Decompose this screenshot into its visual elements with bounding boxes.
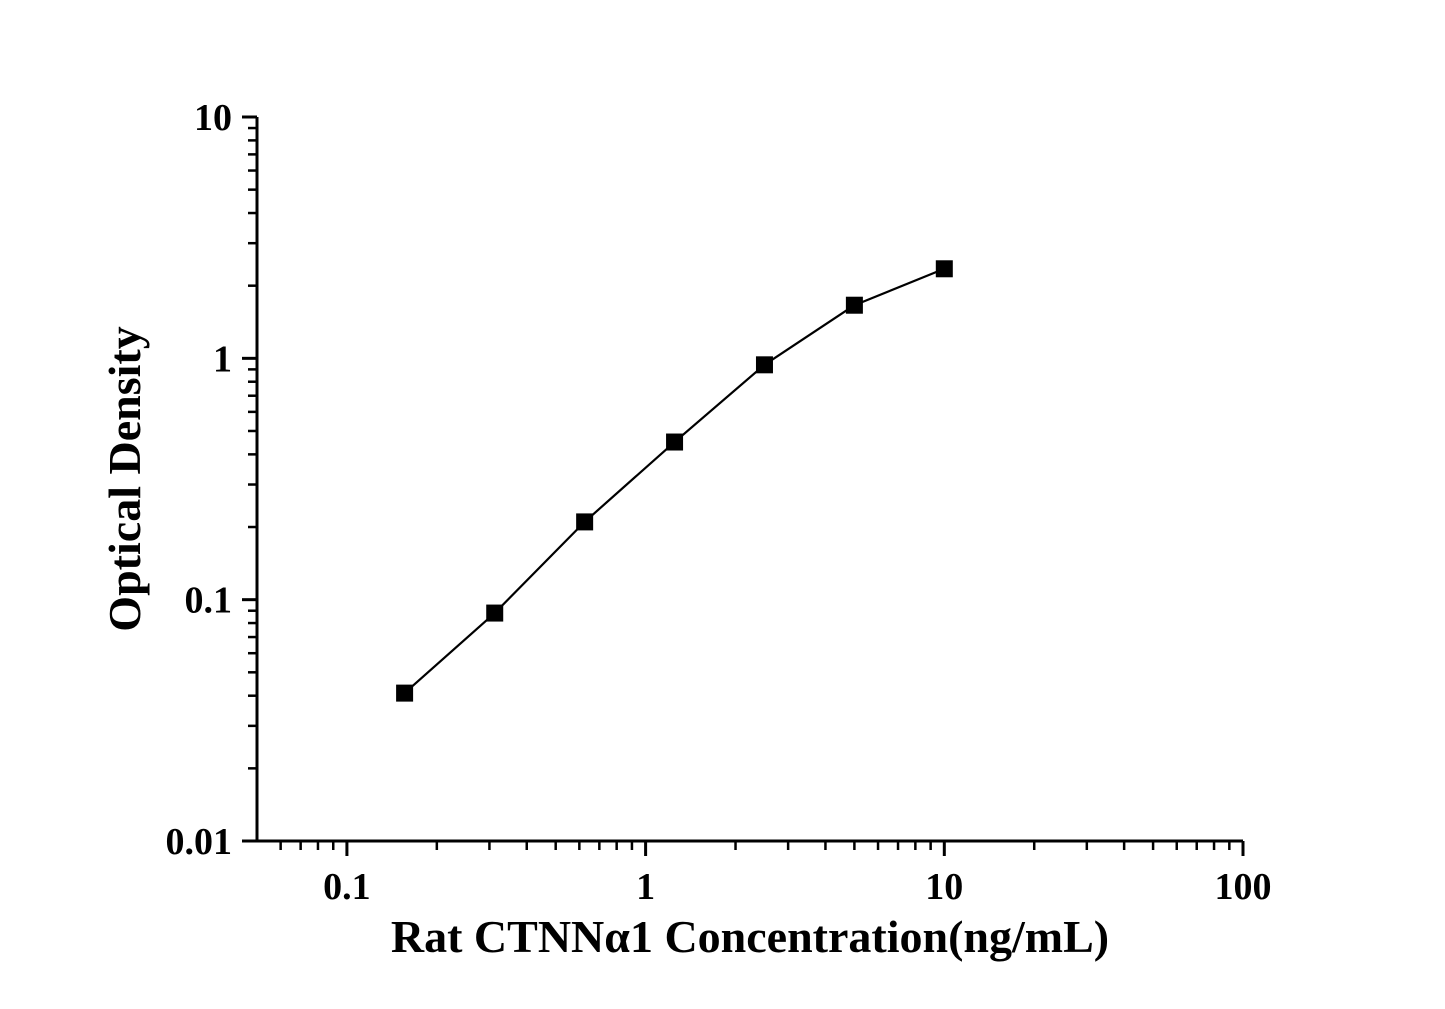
data-point-marker xyxy=(396,684,414,702)
data-point-marker xyxy=(845,296,863,314)
y-tick-label: 0.01 xyxy=(166,821,233,863)
data-point-marker xyxy=(935,260,953,278)
x-axis-title: Rat CTNNα1 Concentration(ng/mL) xyxy=(391,911,1109,962)
x-tick-label: 100 xyxy=(1215,866,1272,908)
y-tick-label: 0.1 xyxy=(185,580,233,622)
data-point-marker xyxy=(576,513,594,531)
data-point-marker xyxy=(755,356,773,374)
x-tick-label: 10 xyxy=(925,866,963,908)
y-axis-title: Optical Density xyxy=(99,326,150,631)
x-tick-label: 0.1 xyxy=(323,866,371,908)
data-point-marker xyxy=(486,604,504,622)
x-tick-label: 1 xyxy=(636,866,655,908)
y-tick-label: 10 xyxy=(194,97,232,139)
data-point-marker xyxy=(666,433,684,451)
standard-curve-line xyxy=(403,267,945,694)
y-tick-label: 1 xyxy=(213,338,232,380)
